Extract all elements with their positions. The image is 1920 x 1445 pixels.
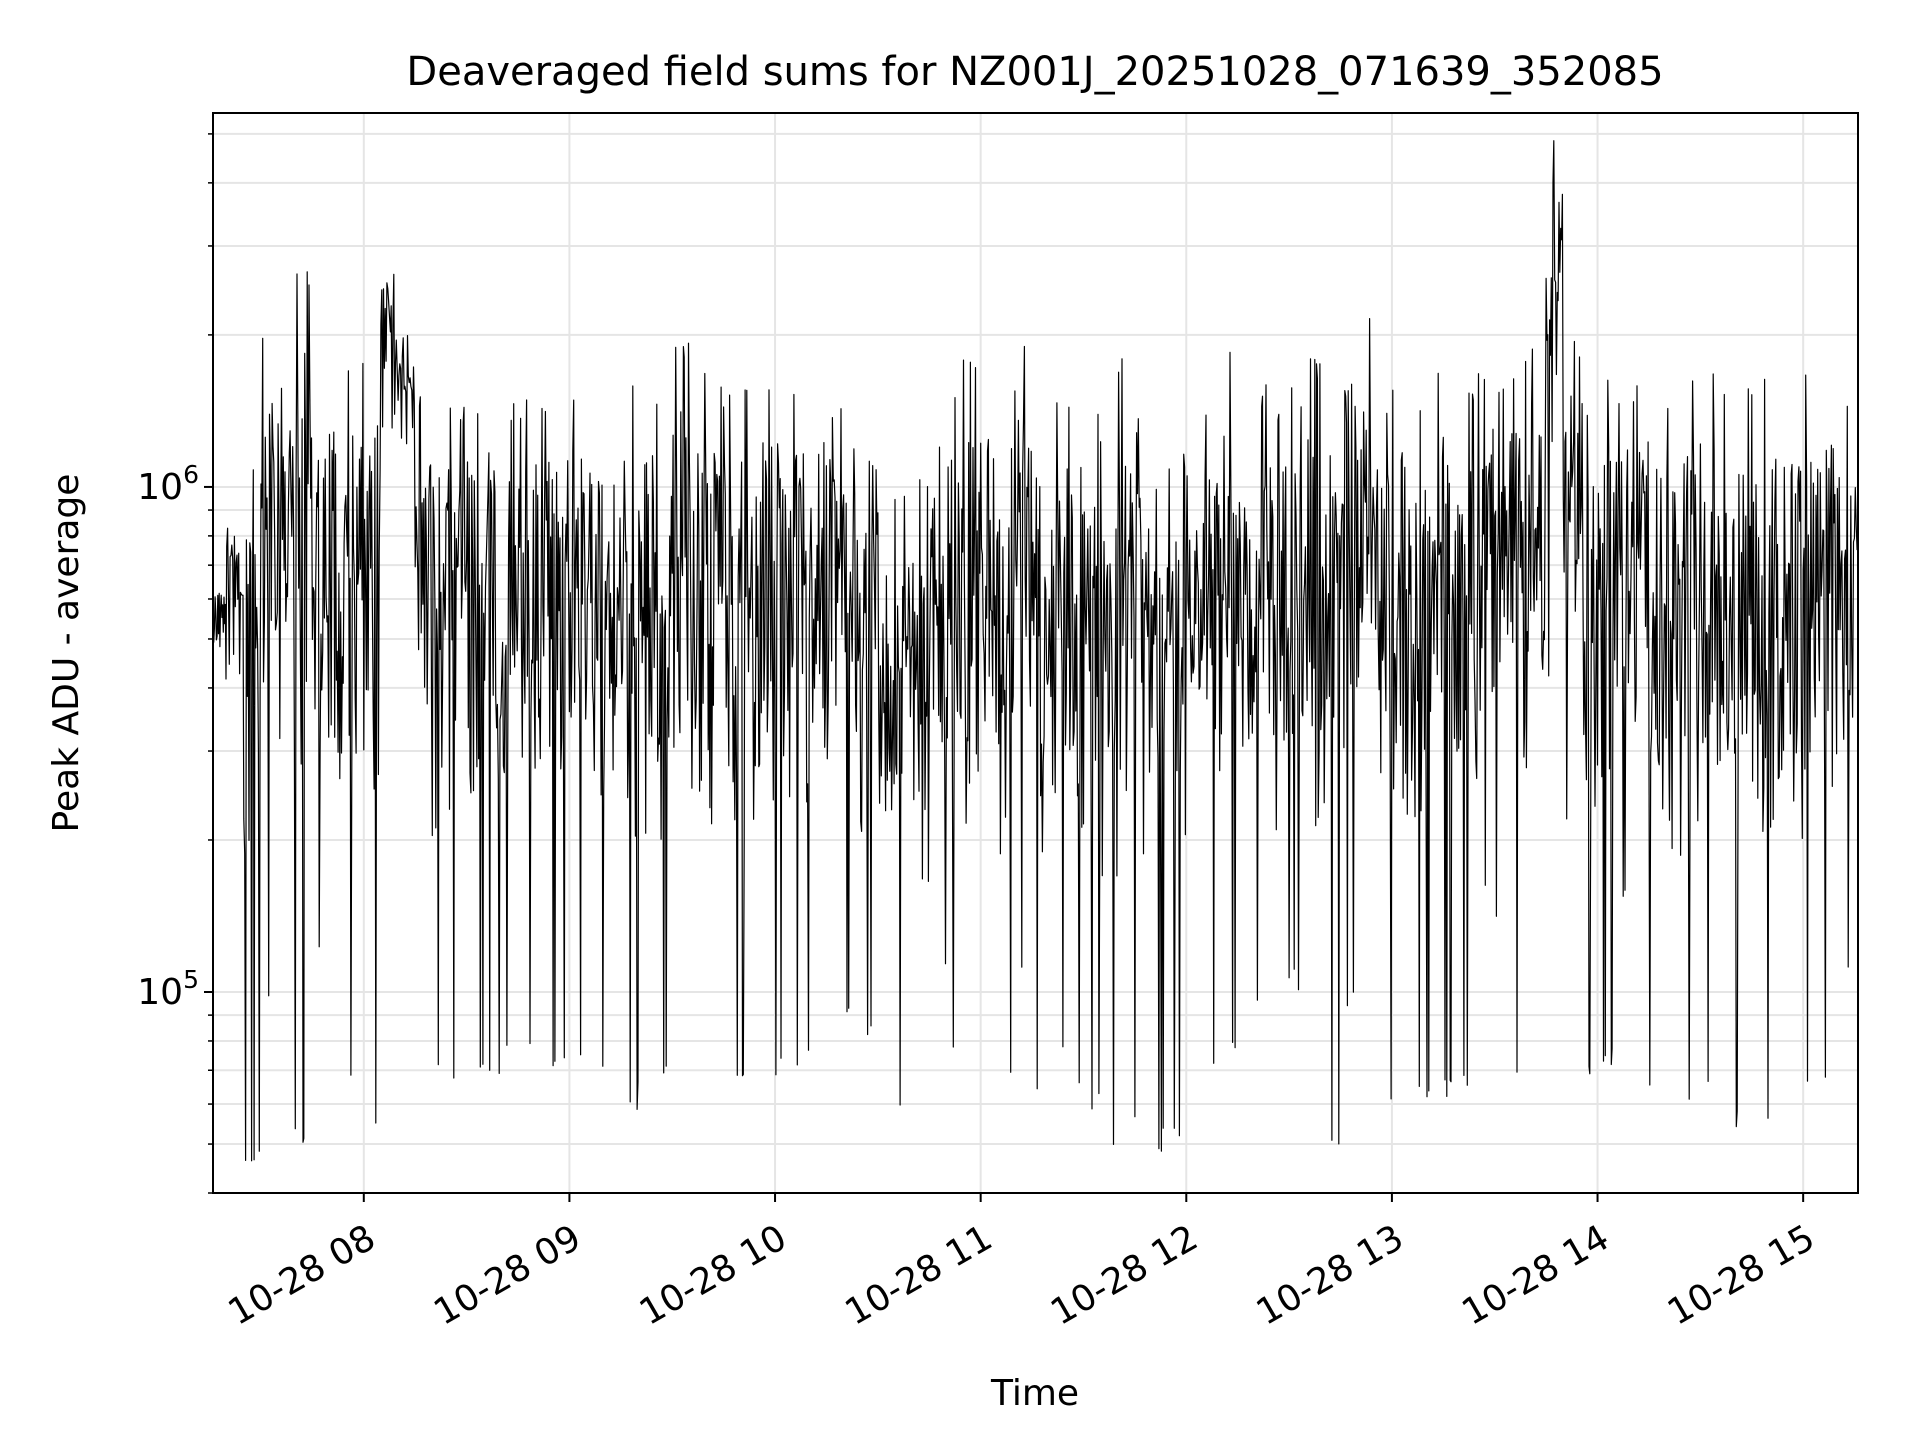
y-tick-label: 105: [137, 965, 199, 1013]
chart-title: Deaveraged field sums for NZ001J_2025102…: [406, 49, 1663, 95]
y-axis-label: Peak ADU - average: [46, 474, 87, 833]
series-layer: [212, 140, 1858, 1162]
series-line: [212, 140, 1858, 1162]
y-tick-label: 106: [137, 460, 199, 508]
plot-frame: [212, 112, 1859, 1194]
x-axis-label: Time: [990, 1373, 1079, 1414]
